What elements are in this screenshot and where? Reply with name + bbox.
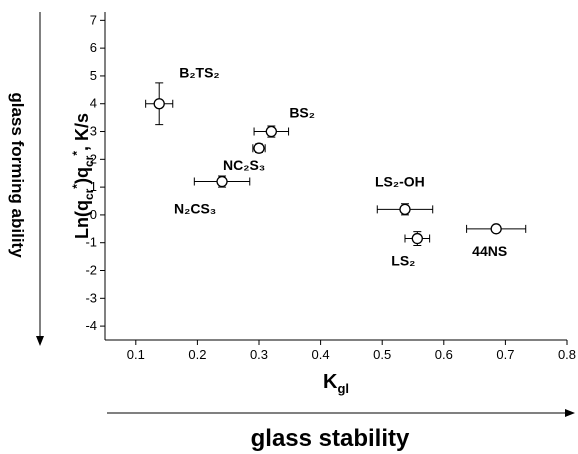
x-axis-label: Kgl [323,371,349,396]
bottom-label: glass stability [251,425,410,452]
point-label: BS₂ [289,105,315,121]
y-label-sup: * [70,184,84,189]
y-label-part: , K/s [72,113,92,151]
y-tick-label: 1 [90,179,97,194]
x-tick-label: 0.3 [250,347,268,362]
point [265,125,277,138]
point [153,98,165,110]
point-label: NC₂S₃ [223,157,265,173]
point [490,223,502,235]
x-tick-label: 0.1 [127,347,145,362]
y-tick-label: 4 [90,96,97,111]
x-label-part: K [323,371,338,393]
y-axis-label: Ln(qcr*)qcr*, K/s [70,113,96,239]
point-label: 44NS [472,243,507,259]
point-label: B₂TS₂ [179,65,219,81]
x-tick-label: 0.4 [312,347,330,362]
x-tick-label: 0.6 [435,347,453,362]
y-tick-label: -3 [85,290,97,305]
y-label-part: )q [72,167,92,184]
y-tick-label: 3 [90,124,97,139]
side-label: glass forming ability [8,92,27,258]
x-tick-label: 0.5 [373,347,391,362]
x-tick-label: 0.8 [558,347,576,362]
y-tick-label: 6 [90,40,97,55]
y-label-sub: cr [82,188,96,200]
point-label: LS₂ [391,253,415,269]
x-tick-label: 0.7 [496,347,514,362]
x-tick-label: 0.2 [188,347,206,362]
y-tick-label: -1 [85,235,97,250]
y-label-sub: cr [82,155,96,167]
x-label-sub: gl [337,381,349,396]
y-tick-label: 2 [90,151,97,166]
y-tick-label: 7 [90,12,97,27]
y-tick-label: 5 [90,68,97,83]
point-label: N₂CS₃ [174,201,216,217]
point [253,142,265,154]
y-tick-label: 0 [90,207,97,222]
point-label: LS₂-OH [375,173,425,189]
point [216,175,228,188]
point [411,232,423,245]
y-label-part: Ln(q [72,200,92,239]
y-tick-label: -2 [85,263,97,278]
y-label-sup: * [70,151,84,156]
point [399,203,411,216]
y-tick-label: -4 [85,318,97,333]
